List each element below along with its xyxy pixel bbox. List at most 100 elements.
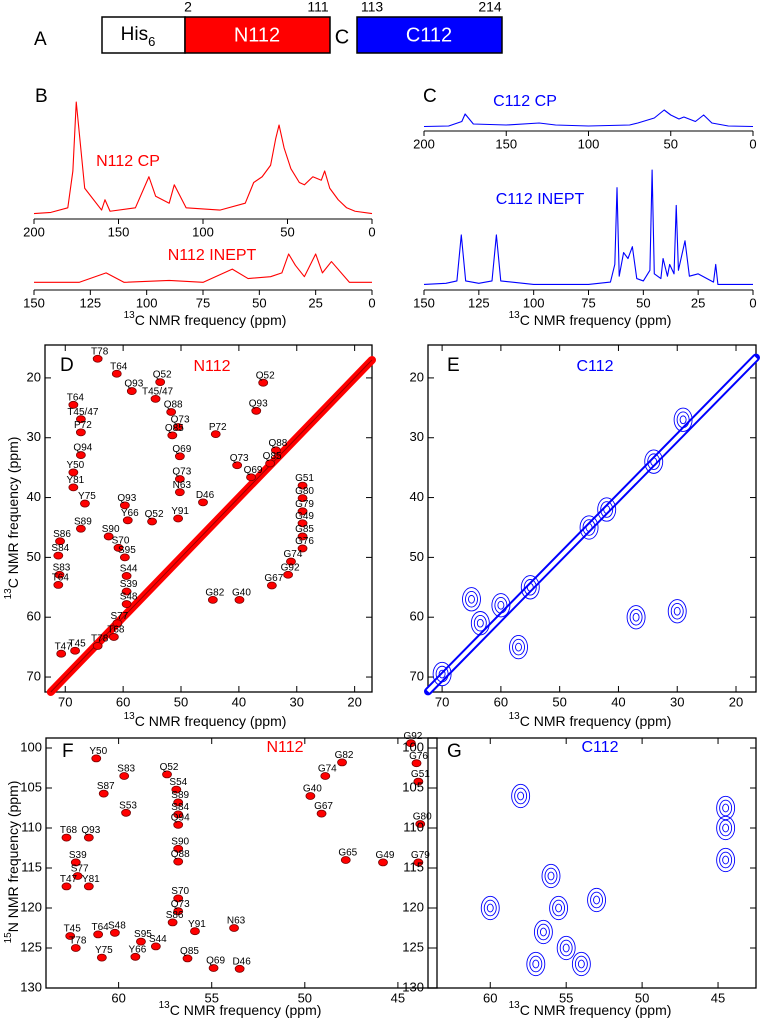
y-tick-label: 110: [403, 819, 424, 834]
panel-letter: B: [35, 86, 48, 107]
peak-contour: [526, 951, 546, 977]
peak-contour: [629, 608, 643, 626]
peak: [173, 514, 184, 523]
peak: [229, 924, 239, 932]
peak-label: Q52: [160, 762, 179, 773]
x-tick-label: 30: [670, 694, 684, 709]
peak-contour: [590, 891, 604, 909]
x-tick-label: 200: [413, 136, 435, 151]
peak-label: G79: [295, 499, 314, 510]
x-tick-label: 0: [368, 295, 375, 310]
peak-label: S54: [169, 777, 187, 788]
y-tick-label: 70: [27, 668, 41, 683]
peak-label: Q52: [145, 509, 164, 520]
peak-label: Q73: [230, 453, 249, 464]
peak-label: G80: [413, 812, 432, 823]
peak: [167, 918, 178, 927]
x-tick-label: 50: [174, 694, 188, 709]
tag-box: [101, 16, 186, 54]
y-tick-label: 20: [410, 369, 424, 384]
peak-label: Q94: [73, 443, 92, 454]
peak-contour: [539, 927, 547, 937]
peak-label: Y91: [171, 506, 189, 517]
peak: [75, 524, 86, 533]
y-tick-label: 60: [410, 609, 424, 624]
peak: [121, 808, 131, 817]
peak-contour: [473, 614, 487, 632]
peak-label: T45: [64, 924, 82, 935]
peak-label: D46: [232, 956, 251, 967]
peak: [112, 619, 123, 628]
peak-contour: [559, 939, 573, 957]
peak-label: T68: [60, 825, 78, 836]
y-tick-label: 105: [20, 779, 42, 794]
peak: [65, 932, 76, 940]
peak: [246, 473, 256, 482]
y-tick-label: 120: [20, 899, 42, 914]
peak-label: G76: [295, 536, 314, 547]
peak-contour: [462, 587, 481, 612]
peak-label: T78: [91, 346, 109, 357]
x-tick-label: 75: [196, 295, 210, 310]
peak-label: T64: [67, 392, 85, 403]
peak: [75, 415, 86, 424]
chart-title: C112: [576, 358, 613, 375]
peak-label: Q85: [263, 451, 282, 462]
peak: [119, 553, 130, 562]
peak-contour: [722, 855, 730, 865]
x-tick-label: 20: [347, 694, 361, 709]
peak-label: G51: [411, 769, 430, 780]
diagonal-core: [50, 359, 373, 693]
peak-label: Q88: [164, 400, 183, 411]
peak-label: T64: [92, 922, 110, 933]
x-tick-label: 100: [578, 136, 600, 151]
peak: [92, 642, 103, 650]
peak-contour: [497, 600, 505, 610]
peak: [190, 927, 200, 936]
peak-label: S53: [119, 800, 137, 811]
peak-label: S87: [97, 781, 115, 792]
peak: [337, 758, 347, 767]
y-tick-label: 115: [21, 859, 42, 874]
peak: [53, 581, 64, 589]
peak: [70, 858, 81, 867]
peak: [92, 354, 103, 363]
xlabel-superscript: 13: [509, 1000, 521, 1011]
ylabel-superscript: 15: [3, 932, 14, 944]
xlabel-text: C NMR frequency (ppm): [520, 1002, 672, 1018]
peak-label: Q85: [165, 423, 184, 434]
peak-label: S70: [112, 535, 130, 546]
peak: [173, 810, 184, 819]
peak-label: T64: [110, 361, 128, 372]
x-tick-label: 200: [23, 224, 45, 239]
peak-label: S86: [166, 910, 184, 921]
peak: [265, 459, 276, 468]
peak-label: T45/47: [142, 386, 174, 397]
peak: [121, 600, 132, 608]
y-tick-label: 60: [27, 609, 41, 624]
peak-contour: [676, 411, 690, 429]
peak: [103, 532, 114, 541]
x-tick-label: 150: [108, 224, 130, 239]
peak-label: Y50: [89, 746, 107, 757]
x-tick-label: 50: [298, 990, 312, 1005]
y-tick-label: 70: [410, 668, 424, 683]
peak-contour: [549, 895, 569, 921]
peak: [297, 544, 308, 553]
xlabel-superscript: 13: [124, 310, 136, 321]
x-tick-label: 150: [413, 295, 435, 310]
peak-label: T47: [55, 641, 73, 652]
peak: [119, 501, 130, 510]
peak-contour: [544, 867, 558, 885]
x-tick-label: 55: [204, 990, 218, 1005]
peak-contour: [509, 634, 528, 660]
peak-contour: [719, 799, 733, 817]
peak-contour: [722, 823, 730, 833]
linker-label: C: [335, 26, 349, 48]
peak: [297, 519, 308, 528]
peak-label: Q93: [81, 825, 100, 836]
peak-contour: [555, 903, 563, 913]
peak-label: Q69: [206, 956, 225, 967]
peak-label: G80: [295, 486, 314, 497]
